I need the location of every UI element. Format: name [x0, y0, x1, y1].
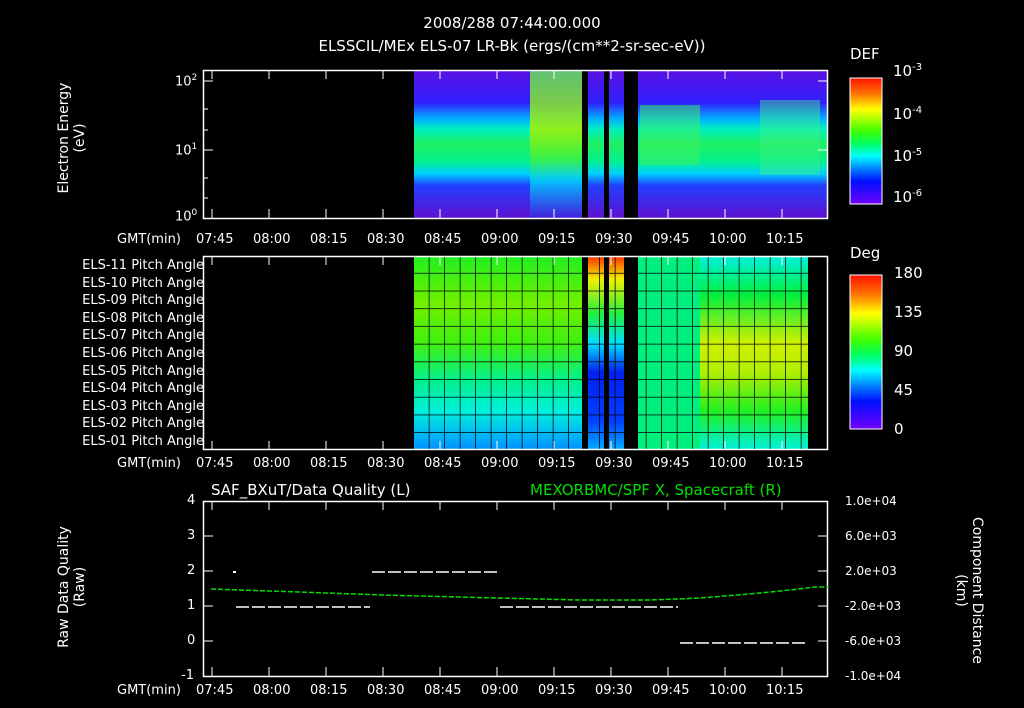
deg-tick-45: 45: [894, 381, 914, 399]
quality-xtick: 08:00: [253, 683, 291, 698]
pitch-xtick: 10:15: [766, 456, 804, 471]
deg-colorbar: [849, 274, 883, 430]
quality-xtick: 08:15: [310, 683, 348, 698]
pitch-xtick: 09:00: [481, 456, 519, 471]
pitch-xtick: 07:45: [196, 456, 234, 471]
deg-colorbar-label: Deg: [850, 244, 881, 262]
row-label-els-10: ELS-10 Pitch Angle: [82, 275, 204, 291]
row-label-els-06: ELS-06 Pitch Angle: [82, 345, 204, 361]
right-ytick: -1.0e+04: [845, 669, 902, 683]
left-ytick: 4: [187, 493, 196, 508]
left-ytick: 0: [187, 633, 196, 648]
raw-quality-y-label-text: Raw Data Quality: [56, 526, 72, 648]
energy-xtick: 08:30: [367, 232, 405, 247]
energy-xtick: 08:15: [310, 232, 348, 247]
pitch-xtick: 09:15: [538, 456, 576, 471]
quality-xtick: 09:45: [652, 683, 690, 698]
energy-xtick: 09:15: [538, 232, 576, 247]
def-tick-1e-5: 10-5: [893, 147, 923, 165]
row-label-els-09: ELS-09 Pitch Angle: [82, 293, 204, 309]
right-ytick: 1.0e+04: [845, 494, 897, 508]
pitch-xtick: 08:30: [367, 456, 405, 471]
pitch-xtick: 09:30: [595, 456, 633, 471]
raw-quality-y-label: Raw Data Quality (Raw): [56, 512, 88, 662]
pitch-angle-row-labels: ELS-11 Pitch Angle ELS-10 Pitch Angle EL…: [50, 257, 204, 451]
spf-x-series: [210, 586, 828, 601]
quality-xtick: 08:30: [367, 683, 405, 698]
quality-x-label: GMT(min): [117, 683, 181, 698]
plot-subtitle: ELSSCIL/MEx ELS-07 LR-Bk (ergs/(cm**2-sr…: [318, 37, 706, 55]
energy-xtick: 09:45: [652, 232, 690, 247]
def-tick-1e-6: 10-6: [893, 188, 923, 206]
quality-xtick: 09:00: [481, 683, 519, 698]
energy-ytick-10: 101: [175, 142, 198, 159]
deg-tick-0: 0: [894, 420, 904, 438]
time-title: 2008/288 07:44:00.000: [423, 14, 601, 32]
raw-quality-y-unit: (Raw): [72, 566, 88, 608]
left-ytick: 3: [187, 528, 196, 543]
quality-xtick: 08:45: [424, 683, 462, 698]
component-distance-unit: (km): [953, 574, 969, 607]
pitch-xtick: 08:15: [310, 456, 348, 471]
row-label-els-08: ELS-08 Pitch Angle: [82, 310, 204, 326]
row-label-els-01: ELS-01 Pitch Angle: [82, 433, 204, 449]
right-ytick: 2.0e+03: [845, 564, 897, 578]
left-ytick: 2: [187, 563, 196, 578]
pitch-xtick: 09:45: [652, 456, 690, 471]
def-colorbar-label: DEF: [850, 45, 880, 63]
component-distance-y-label: Component Distance (km): [953, 503, 985, 678]
energy-xtick: 09:30: [595, 232, 633, 247]
energy-xtick: 09:00: [481, 232, 519, 247]
component-distance-label-text: Component Distance: [969, 517, 985, 664]
quality-xtick: 09:30: [595, 683, 633, 698]
pitch-x-label: GMT(min): [117, 456, 181, 471]
row-label-els-11: ELS-11 Pitch Angle: [82, 258, 204, 273]
energy-xtick: 08:00: [253, 232, 291, 247]
deg-tick-180: 180: [894, 264, 923, 282]
row-label-els-04: ELS-04 Pitch Angle: [82, 381, 204, 397]
deg-tick-135: 135: [894, 303, 923, 321]
pitch-xtick: 08:45: [424, 456, 462, 471]
panel3-title-right: MEXORBMC/SPF X, Spacecraft (R): [530, 481, 782, 499]
data-quality-series: [236, 571, 806, 644]
def-tick-1e-3: 10-3: [893, 62, 923, 80]
row-label-els-07: ELS-07 Pitch Angle: [82, 328, 204, 344]
energy-x-label: GMT(min): [117, 232, 181, 247]
quality-xtick: 07:45: [196, 683, 234, 698]
energy-xtick: 10:15: [766, 232, 804, 247]
def-tick-1e-4: 10-4: [893, 105, 923, 123]
energy-xtick: 08:45: [424, 232, 462, 247]
right-ytick: -6.0e+03: [845, 634, 902, 648]
quality-xtick: 10:15: [766, 683, 804, 698]
energy-ytick-1: 100: [175, 208, 198, 225]
panel3-title-left: SAF_BXuT/Data Quality (L): [211, 481, 411, 499]
pitch-xtick: 10:00: [709, 456, 747, 471]
row-label-els-02: ELS-02 Pitch Angle: [82, 416, 204, 432]
quality-xtick: 09:15: [538, 683, 576, 698]
row-label-els-03: ELS-03 Pitch Angle: [82, 398, 204, 414]
energy-x-ticks: [203, 70, 828, 218]
row-label-els-05: ELS-05 Pitch Angle: [82, 363, 204, 379]
pitch-xtick: 08:00: [253, 456, 291, 471]
def-colorbar: [849, 77, 883, 205]
right-ytick: -2.0e+03: [845, 599, 902, 613]
left-ytick: 1: [187, 598, 196, 613]
left-ytick: -1: [181, 668, 194, 683]
deg-tick-90: 90: [894, 342, 914, 360]
energy-ytick-100: 102: [175, 73, 198, 90]
right-ytick: 6.0e+03: [845, 529, 897, 543]
energy-xtick: 10:00: [709, 232, 747, 247]
quality-xtick: 10:00: [709, 683, 747, 698]
energy-xtick: 07:45: [196, 232, 234, 247]
